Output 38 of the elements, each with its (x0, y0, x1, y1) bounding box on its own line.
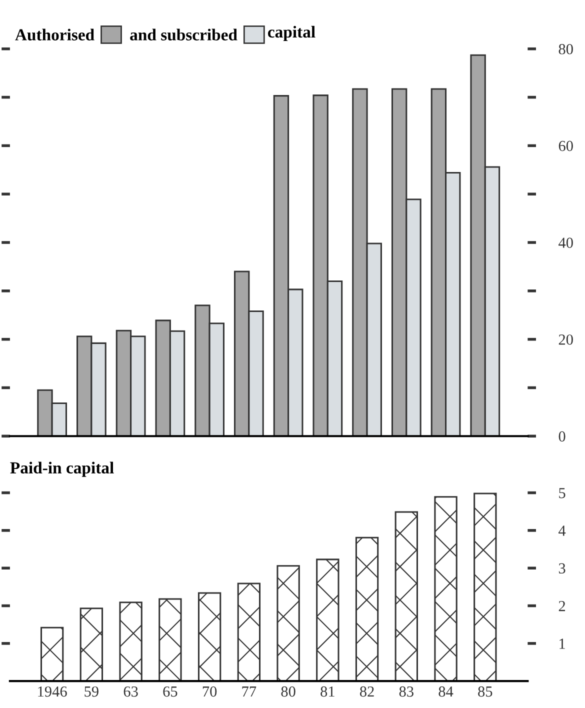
legend-label: and subscribed (130, 28, 238, 41)
bar (158, 598, 182, 682)
y-tick-label: 5 (559, 488, 566, 498)
chart-title: Paid-in capital (10, 462, 114, 477)
bar (316, 558, 340, 682)
bar (40, 626, 64, 682)
bar (276, 565, 300, 682)
y-tick-label: 2 (558, 600, 566, 612)
bar (237, 582, 261, 682)
x-tick-label: 1946 (38, 686, 67, 697)
x-tick-label: 63 (124, 686, 138, 697)
bar (434, 496, 458, 682)
y-tick-label: 60 (558, 140, 573, 152)
y-tick-label: 4 (558, 526, 566, 536)
bar (474, 492, 497, 682)
bar (394, 511, 418, 682)
y-tick-label: 20 (558, 334, 573, 345)
x-tick-label: 77 (242, 686, 256, 697)
bar (119, 602, 142, 682)
x-tick-label: 70 (202, 686, 217, 697)
x-tick-label: 83 (399, 686, 414, 697)
y-tick-label: 1 (560, 638, 565, 649)
y-tick-label: 3 (558, 563, 566, 574)
x-tick-label: 80 (281, 686, 296, 697)
y-tick-label: 0 (558, 431, 566, 442)
x-tick-label: 81 (320, 686, 334, 697)
x-tick-label: 59 (84, 686, 98, 697)
legend-label: Authorised (15, 28, 94, 41)
x-tick-label: 82 (360, 686, 374, 697)
text: capital (268, 26, 316, 42)
x-tick-label: 85 (478, 686, 492, 697)
bar (80, 608, 104, 682)
x-tick-label: 84 (438, 686, 454, 697)
bar (355, 536, 379, 682)
y-tick-label: 80 (558, 44, 573, 54)
x-tick-label: 65 (163, 686, 178, 697)
bar (198, 592, 222, 682)
y-tick-label: 40 (558, 238, 573, 248)
